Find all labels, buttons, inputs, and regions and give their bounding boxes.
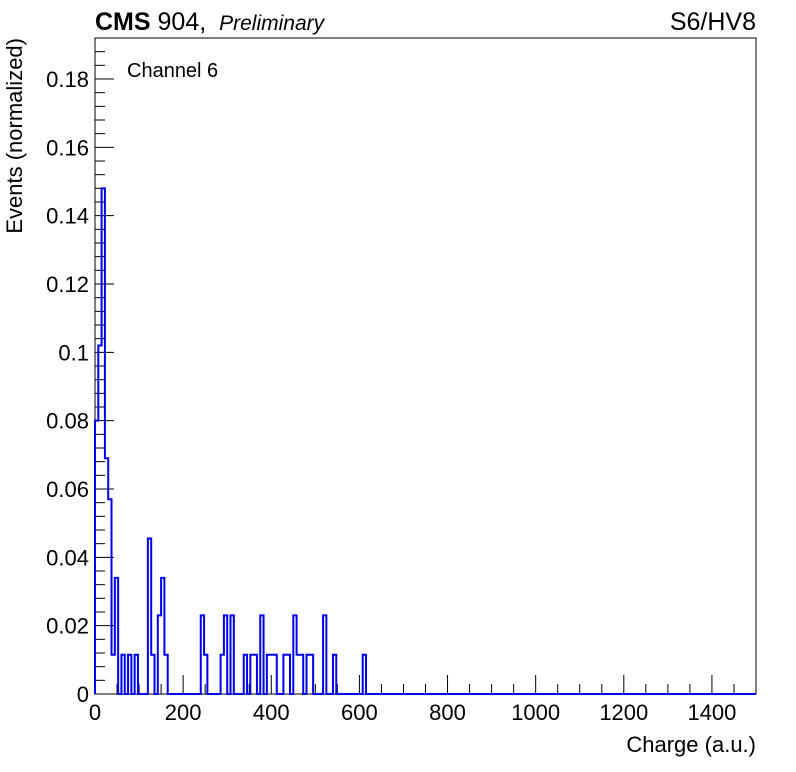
x-tick-label: 200	[165, 700, 202, 725]
y-tick-label: 0.1	[58, 340, 89, 365]
histogram-bin	[112, 655, 115, 694]
y-tick-label: 0.14	[46, 204, 89, 229]
x-tick-label: 800	[429, 700, 466, 725]
x-tick-label: 0	[89, 700, 101, 725]
plot-frame	[94, 37, 757, 695]
x-axis-title: Charge (a.u.)	[626, 732, 756, 757]
y-tick-label: 0	[77, 682, 89, 707]
x-tick-label: 1400	[687, 700, 736, 725]
channel-annotation: Channel 6	[127, 60, 218, 82]
y-tick-label: 0.18	[46, 67, 89, 92]
y-tick-label: 0.16	[46, 135, 89, 160]
y-tick-label: 0.08	[46, 409, 89, 434]
y-axis-title: Events (normalized)	[2, 38, 27, 234]
histogram-bin	[297, 655, 300, 694]
status-label: Preliminary	[219, 12, 326, 35]
y-tick-label: 0.04	[46, 545, 89, 570]
histogram-outline	[94, 187, 756, 695]
experiment-label: CMS	[95, 8, 151, 36]
y-tick-label: 0.12	[46, 272, 89, 297]
y-tick-label: 0.02	[46, 614, 89, 639]
x-axis-ticks	[94, 675, 757, 694]
x-tick-label: 1200	[599, 700, 648, 725]
run-label: S6/HV8	[670, 8, 756, 36]
y-tick-label: 0.06	[46, 477, 89, 502]
x-tick-label: 600	[341, 700, 378, 725]
svg-text:CMS 904, Preliminary: CMS 904, Preliminary	[95, 8, 326, 36]
y-axis-tick-labels: 0 0.02 0.04 0.06 0.08 0.1 0.12 0.14 0.16 0.18	[46, 67, 89, 707]
x-axis-tick-labels: 0 200 400 600 800 1000 1200 1400	[89, 700, 737, 725]
header-subtitle: 904,	[151, 8, 207, 36]
x-tick-label: 1000	[511, 700, 560, 725]
x-tick-label: 400	[253, 700, 290, 725]
histogram-bin	[270, 655, 273, 694]
